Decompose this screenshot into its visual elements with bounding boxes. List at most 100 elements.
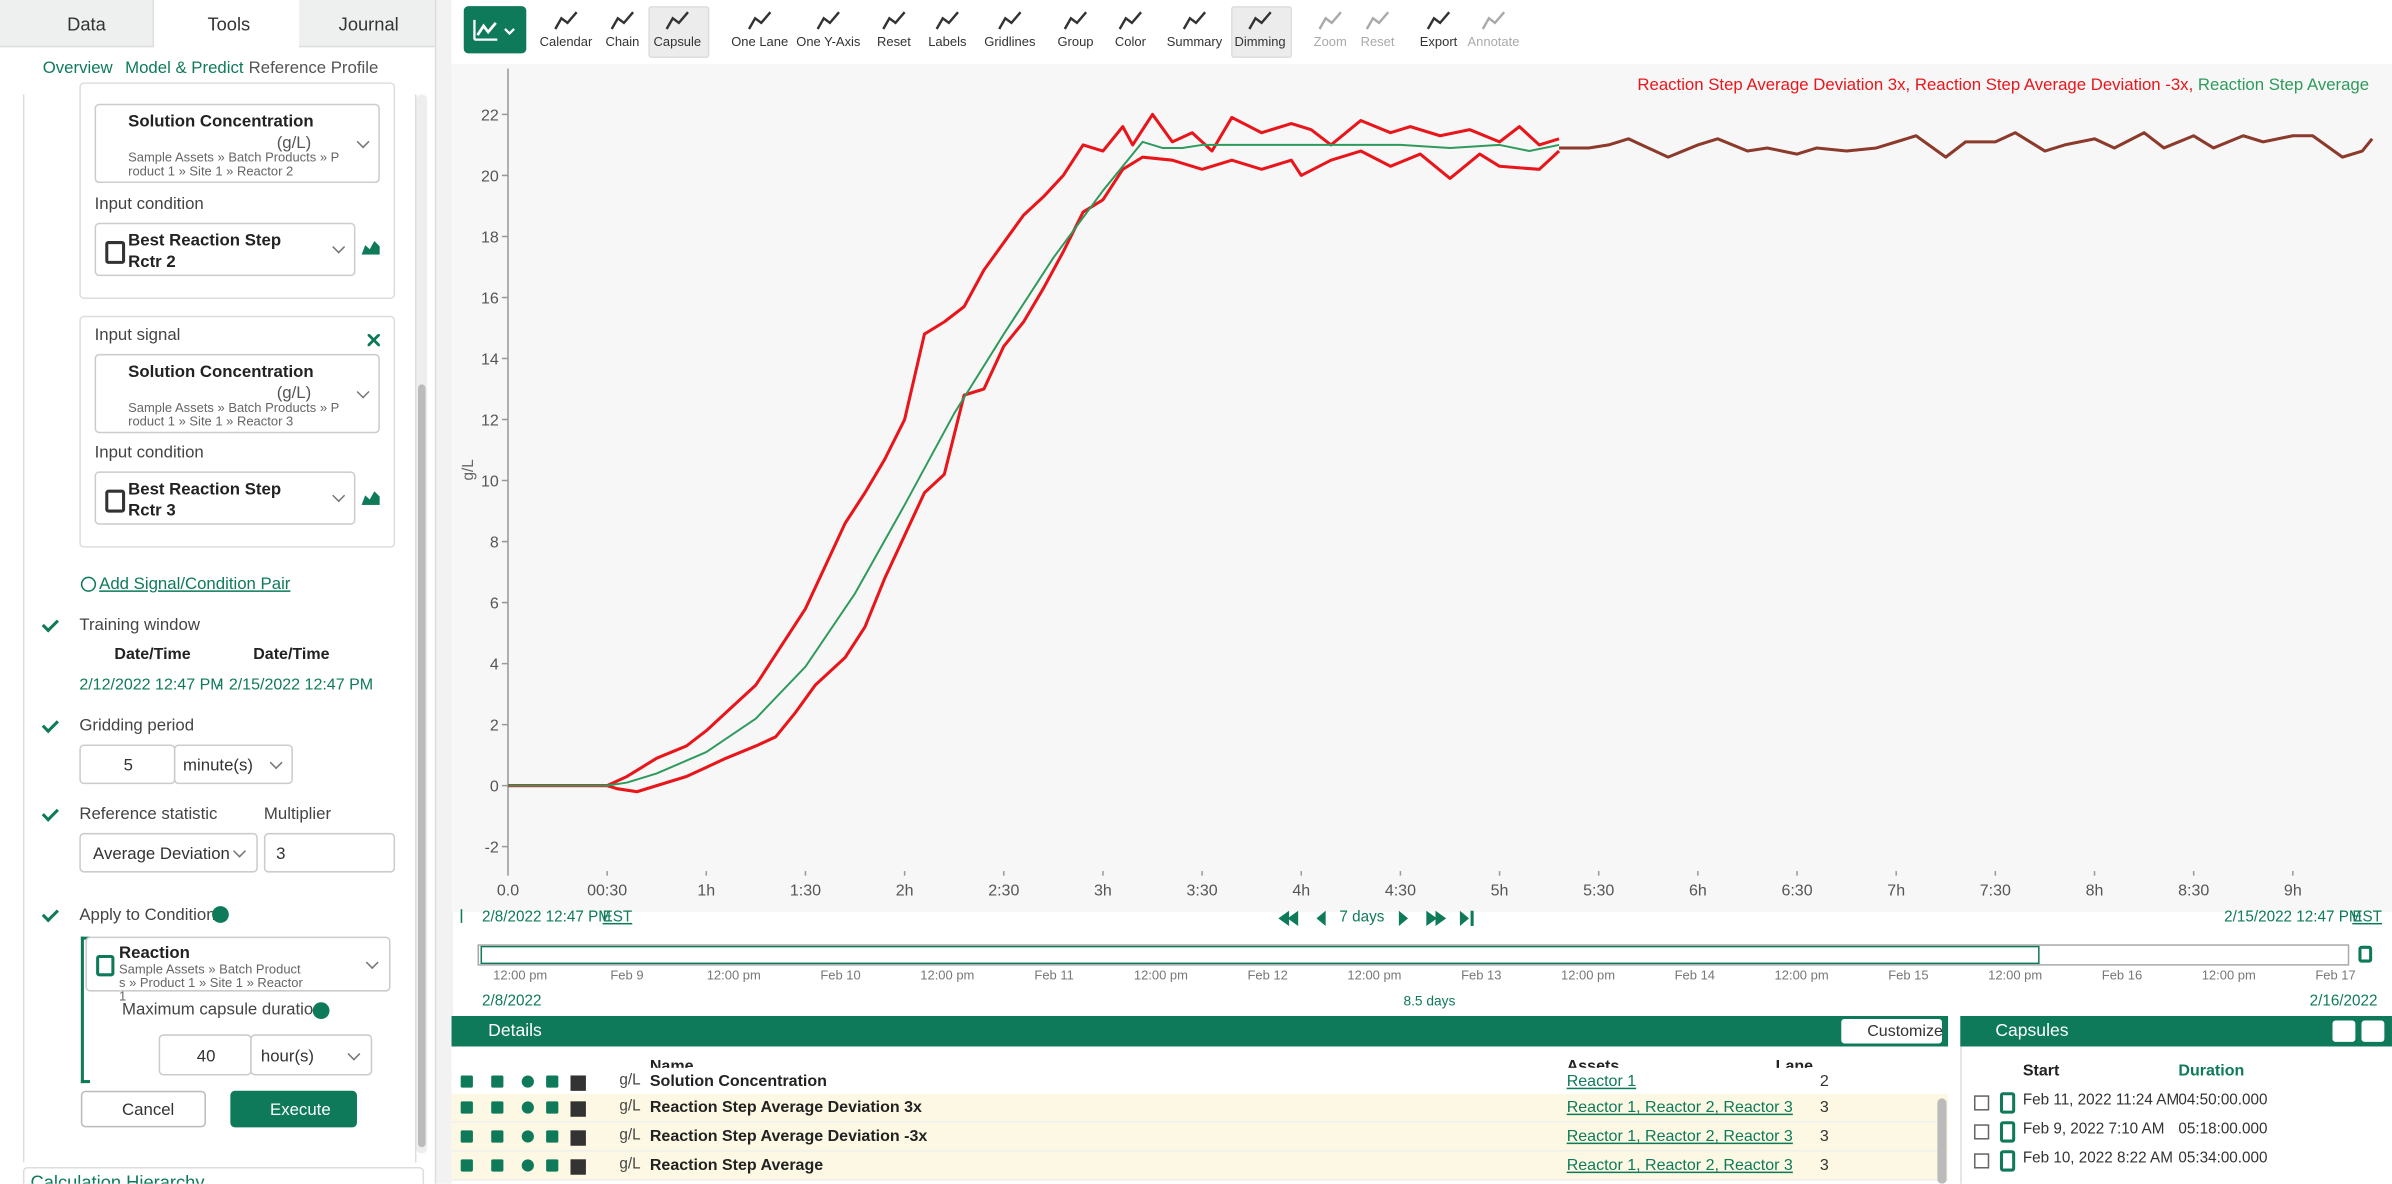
toolbar-label[interactable]: Gridlines [984,33,1036,49]
condition-select[interactable]: Reaction Sample Assets » Batch Products … [85,936,391,1003]
end-date[interactable]: 2/15/2022 12:47 PM [228,675,374,695]
column-header[interactable]: Start [2022,1061,2060,1081]
row-checkbox[interactable] [1973,1124,1990,1140]
details-row[interactable]: g/L Reaction Step Average Reactor 1, React… [451,1151,1949,1181]
details-row[interactable]: g/L Reaction Step Average Deviation -3x Re… [451,1122,1949,1152]
search-button[interactable] [2332,1020,2356,1042]
condition-name: Reaction [118,944,190,963]
tab-active[interactable]: Tools [152,0,301,48]
input-value: 3 [276,845,286,864]
condition-select[interactable]: Best Reaction Step Rctr 3 [94,471,356,525]
breadcrumb-link[interactable]: Overview [42,59,113,78]
row-checkbox[interactable] [1973,1153,1990,1169]
signal-select[interactable]: Solution Concentration (g/L) Sample Asse… [94,353,380,434]
toolbar-label[interactable]: Export [1419,33,1458,49]
cancel-button[interactable]: Cancel [80,1090,206,1128]
toolbar-label[interactable]: Summary [1166,33,1223,49]
dropdown-arrow [356,385,370,399]
help-icon[interactable] [212,906,229,923]
condition-select[interactable]: Best Reaction Step Rctr 2 [94,222,356,277]
row-icon[interactable] [521,1130,534,1143]
assets[interactable]: Reactor 1, Reactor 2, Reactor 3 [1566,1098,1793,1117]
row-icon[interactable] [546,1101,559,1114]
toolbar-label[interactable]: Labels [928,33,967,49]
timebar[interactable] [477,944,2350,966]
unit-select[interactable]: minute(s) [173,744,293,785]
toolbar-label[interactable]: Calendar [539,33,593,49]
scrollbar[interactable] [1937,1098,1947,1184]
number-input[interactable]: 5 [79,744,176,785]
row-icon[interactable] [546,1075,559,1088]
row-icon[interactable] [491,1101,504,1114]
row-icon[interactable] [546,1130,559,1143]
tab[interactable]: Journal [298,0,435,48]
row-icon[interactable] [521,1159,534,1172]
execute-button[interactable]: Execute [230,1090,357,1128]
number-input[interactable]: 3 [263,832,396,873]
start-arrow[interactable] [460,909,472,923]
row-icon[interactable] [460,1075,473,1088]
range-start[interactable]: 2/8/2022 12:47 PM [482,909,611,926]
toolbar-label[interactable]: One Lane [731,33,789,49]
toolbar-label[interactable]: One Y-Axis [796,33,861,49]
unit-select[interactable]: hour(s) [250,1034,373,1076]
customize-button[interactable]: Customize [1841,1019,1943,1044]
hierarchy-panel[interactable]: Calculation Hierarchy [22,1167,425,1184]
row-icon[interactable] [570,1075,586,1091]
toolbar-label[interactable]: Chain [605,33,640,49]
tab[interactable]: Data [0,0,153,48]
row-icon[interactable] [570,1101,586,1117]
row-icon[interactable] [521,1101,534,1114]
details-row[interactable]: g/L Reaction Step Average Deviation 3x Rea… [451,1093,1949,1123]
y-tick-label: 10 [481,474,499,491]
lane: 2 [1819,1072,1829,1091]
remove-icon[interactable] [367,334,380,347]
timebar-selection[interactable] [480,945,2040,965]
y-tick-label: 6 [490,596,499,613]
row-icon[interactable] [570,1159,586,1175]
step-back-buttons[interactable] [1277,909,1338,927]
row-icon[interactable] [491,1075,504,1088]
toolbar-label[interactable]: Color [1114,33,1146,49]
range-zone[interactable]: EST [2352,909,2382,926]
column-header[interactable]: Duration [2178,1061,2245,1081]
row-checkbox[interactable] [1973,1095,1990,1111]
signal-select[interactable]: Solution Concentration (g/L) Sample Asse… [94,103,380,184]
assets[interactable]: Reactor 1 [1566,1072,1637,1091]
toolbar-label[interactable]: Capsule [653,33,702,49]
select-value: hour(s) [260,1048,315,1067]
help-icon[interactable] [312,1002,330,1020]
view-button[interactable] [463,6,527,54]
step-forward-buttons[interactable] [1396,909,1484,927]
icon-stroke [1318,11,1342,30]
details-row[interactable]: g/L Solution Concentration Reactor 1 2 [451,1067,1949,1097]
assets[interactable]: Reactor 1, Reactor 2, Reactor 3 [1566,1127,1793,1146]
row-icon[interactable] [521,1075,534,1088]
capsule-icon[interactable] [2358,945,2373,963]
collapse-button[interactable] [2361,1020,2385,1042]
divider[interactable] [434,0,454,1184]
range-end[interactable]: 2/15/2022 12:47 PM [2224,909,2362,926]
row-icon[interactable] [460,1101,473,1114]
row-icon[interactable] [491,1130,504,1143]
breadcrumb-link[interactable]: Model & Predict [125,59,244,78]
range-zone[interactable]: EST [602,909,633,926]
number-input[interactable]: 40 [158,1034,252,1076]
start-date[interactable]: 2/12/2022 12:47 PM [79,675,224,695]
condition-icon [96,954,115,977]
add-pair-link[interactable]: Add Signal/Condition Pair [99,575,291,594]
statistic-select[interactable]: Average Deviation [79,832,258,873]
toolbar-label[interactable]: Reset [876,33,911,49]
row-icon[interactable] [570,1130,586,1146]
row-icon[interactable] [460,1130,473,1143]
signal-unit: (g/L) [276,384,312,403]
range-span[interactable]: 7 days [1339,909,1385,926]
row-icon[interactable] [460,1159,473,1172]
assets[interactable]: Reactor 1, Reactor 2, Reactor 3 [1566,1156,1793,1175]
scroll-thumb[interactable] [417,384,426,1148]
toolbar-label[interactable]: Dimming [1234,33,1286,49]
row-icon[interactable] [546,1159,559,1172]
dropdown-arrow [347,1047,361,1061]
toolbar-label[interactable]: Group [1057,33,1094,49]
row-icon[interactable] [491,1159,504,1172]
